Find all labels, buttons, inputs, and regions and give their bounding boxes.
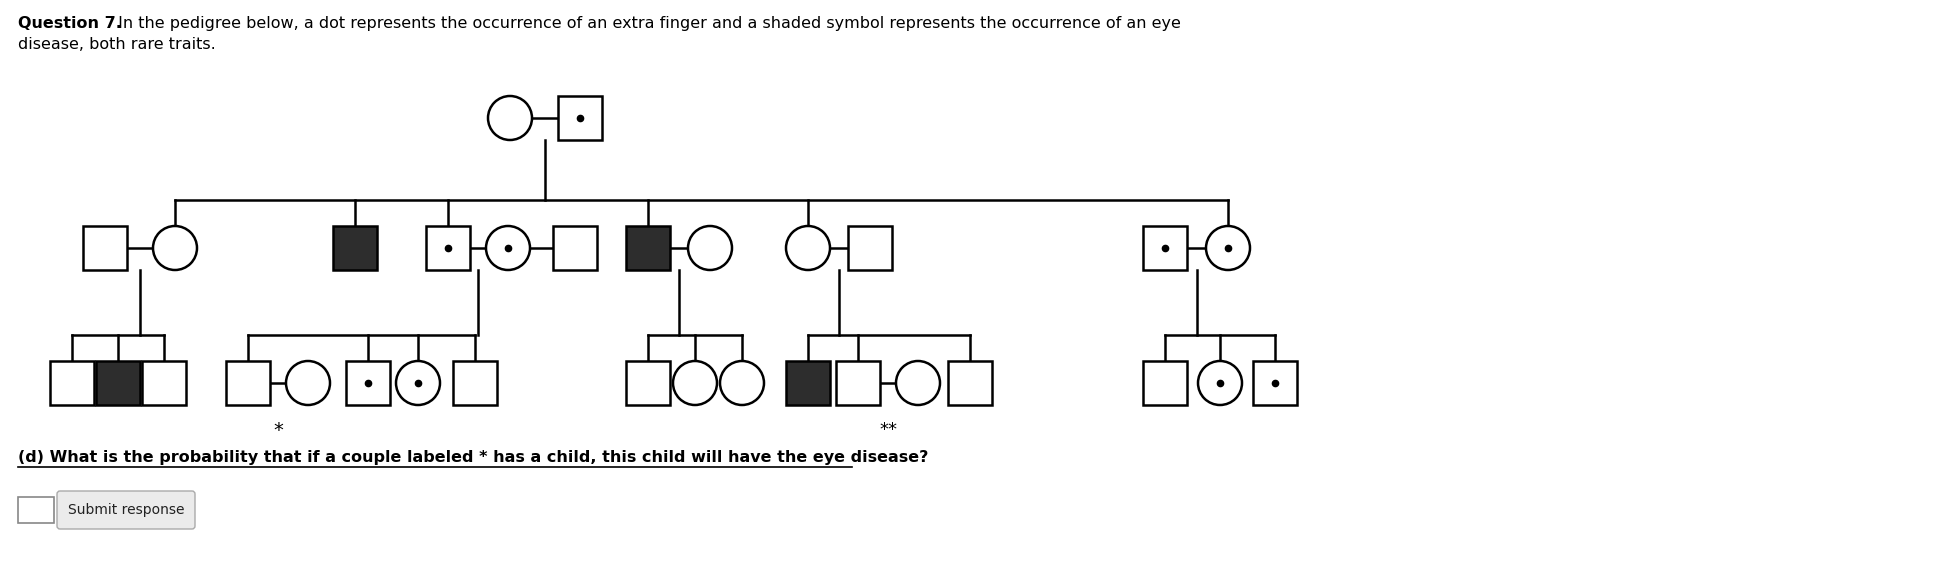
Circle shape [786, 226, 831, 270]
Bar [848, 226, 891, 270]
Bar [1142, 226, 1187, 270]
Bar [142, 361, 187, 405]
Circle shape [488, 96, 531, 140]
Bar [84, 226, 126, 270]
Circle shape [720, 361, 765, 405]
Circle shape [395, 361, 440, 405]
Bar [346, 361, 389, 405]
Circle shape [1207, 226, 1249, 270]
Text: (d) What is the probability that if a couple labeled * has a child, this child w: (d) What is the probability that if a co… [18, 450, 928, 465]
Bar [226, 361, 270, 405]
Bar [51, 361, 93, 405]
Bar [627, 226, 669, 270]
Text: disease, both rare traits.: disease, both rare traits. [18, 37, 216, 52]
Circle shape [1199, 361, 1242, 405]
Bar [95, 361, 140, 405]
Text: Submit response: Submit response [68, 503, 185, 517]
Bar [627, 361, 669, 405]
FancyBboxPatch shape [56, 491, 195, 529]
Circle shape [286, 361, 331, 405]
Text: In the pedigree below, a dot represents the occurrence of an extra finger and a : In the pedigree below, a dot represents … [113, 16, 1181, 31]
Bar [333, 226, 378, 270]
Bar [553, 226, 597, 270]
Bar [948, 361, 992, 405]
Bar [837, 361, 880, 405]
Bar [453, 361, 496, 405]
Circle shape [486, 226, 529, 270]
Circle shape [154, 226, 197, 270]
Bar [1253, 361, 1296, 405]
Text: **: ** [880, 421, 897, 439]
Text: Question 7.: Question 7. [18, 16, 123, 31]
Bar [559, 96, 601, 140]
Bar [426, 226, 471, 270]
Bar [18, 497, 54, 523]
Text: *: * [272, 421, 282, 440]
Circle shape [895, 361, 940, 405]
Circle shape [673, 361, 716, 405]
Bar [1142, 361, 1187, 405]
Circle shape [689, 226, 732, 270]
Bar [786, 361, 831, 405]
